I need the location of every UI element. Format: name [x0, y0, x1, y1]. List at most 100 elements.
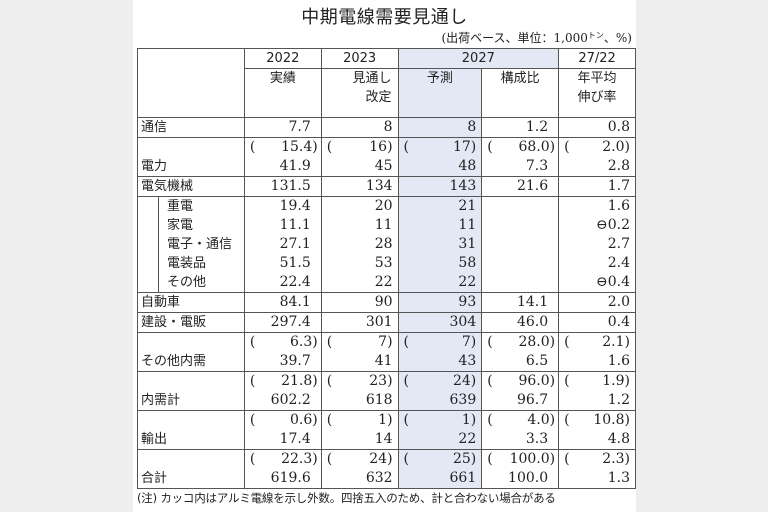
unit-suffix: 、%) — [603, 31, 632, 45]
indent-line — [158, 273, 159, 292]
header-year-27-22: 27/22 — [558, 48, 636, 69]
cell-rate: 0.8 — [558, 117, 636, 138]
cell-2022: 7.7 — [243, 117, 322, 138]
cell-rate: ⊖0.2 — [558, 216, 636, 235]
indent-line — [158, 197, 159, 216]
cell-rate: (10.8) 4.8 — [558, 410, 636, 450]
row-label: 合計 — [137, 449, 245, 489]
header-revised-outlook: 見通し 改定 — [320, 68, 399, 118]
table-row: 内需計 (21.8) 602.2 (23) 618 (24) 639 (96.0) 96… — [137, 371, 636, 411]
cell-2023: 28 — [320, 235, 399, 254]
cell-share — [481, 216, 560, 235]
table-row: 通信 7.7 8 8 1.2 0.8 — [137, 117, 636, 138]
demand-forecast-table: 2022 2023 2027 27/22 実績 見通し 改定 予測 構成比 年平均… — [137, 48, 636, 489]
cell-2022: 19.4 — [243, 196, 322, 216]
cell-rate: ⊖0.4 — [558, 273, 636, 293]
table-row-subitem: 電装品 51.5 53 58 2.4 — [137, 254, 636, 273]
cell-forecast: 58 — [397, 254, 483, 273]
cell-rate: (2.3) 1.3 — [558, 449, 636, 489]
cell-2022: 51.5 — [243, 254, 322, 273]
row-label: 電気機械 — [137, 176, 245, 197]
cell-2023: 11 — [320, 216, 399, 235]
cell-forecast: (25) 661 — [397, 449, 483, 489]
cell-forecast: (7) 43 — [397, 332, 483, 372]
cell-share: (28.0) 6.5 — [481, 332, 560, 372]
header-year-row: 2022 2023 2027 27/22 — [137, 48, 636, 118]
cell-2023: 20 — [320, 196, 399, 216]
cell-forecast: 22 — [397, 273, 483, 293]
table-row-subitem: 重電 19.4 20 21 1.6 — [137, 196, 636, 216]
header-annual-growth: 年平均 伸び率 — [558, 68, 636, 118]
cell-2022: 27.1 — [243, 235, 322, 254]
cell-2023: 134 — [320, 176, 399, 197]
cell-2022: (6.3) 39.7 — [243, 332, 322, 372]
unit-ton: トン — [587, 31, 604, 40]
table-row: 自動車 84.1 90 93 14.1 2.0 — [137, 292, 636, 313]
cell-2022: 84.1 — [243, 292, 322, 313]
row-label: 家電 — [137, 216, 245, 235]
row-label: 輸出 — [137, 410, 245, 450]
cell-share — [481, 273, 560, 293]
table-row: 電力 (15.4) 41.9 (16) 45 (17) 48 (68.0) 7.3 (2… — [137, 137, 636, 177]
footnote: (注) カッコ内はアルミ電線を示し外数。四捨五入のため、計と合わない場合がある — [137, 491, 556, 505]
cell-rate: 2.7 — [558, 235, 636, 254]
cell-share: 46.0 — [481, 312, 560, 333]
table-unit-note: (出荷ベース、単位：1,000トン、%) — [441, 29, 632, 46]
cell-rate: 2.4 — [558, 254, 636, 273]
cell-forecast: 21 — [397, 196, 483, 216]
cell-2023: (16) 45 — [320, 137, 399, 177]
table-title: 中期電線需要見通し — [301, 7, 468, 28]
cell-rate: 1.7 — [558, 176, 636, 197]
cell-share: (96.0) 96.7 — [481, 371, 560, 411]
cell-2022: 11.1 — [243, 216, 322, 235]
row-label: 通信 — [137, 117, 245, 138]
cell-rate: 2.0 — [558, 292, 636, 313]
cell-2022: 22.4 — [243, 273, 322, 293]
cell-forecast: 31 — [397, 235, 483, 254]
cell-2022: (22.3) 619.6 — [243, 449, 322, 489]
cell-2023: (24) 632 — [320, 449, 399, 489]
header-forecast: 予測 — [397, 68, 483, 118]
table-row-total: 合計 (22.3) 619.6 (24) 632 (25) 661 (100.0) 10… — [137, 449, 636, 489]
cell-2022: 297.4 — [243, 312, 322, 333]
row-label: 電力 — [137, 137, 245, 177]
table-row: 建設・電販 297.4 301 304 46.0 0.4 — [137, 312, 636, 333]
header-actual: 実績 — [243, 68, 322, 118]
cell-rate: (1.9) 1.2 — [558, 371, 636, 411]
cell-forecast: 8 — [397, 117, 483, 138]
cell-2023: 53 — [320, 254, 399, 273]
indent-line — [158, 235, 159, 254]
cell-forecast: (1) 22 — [397, 410, 483, 450]
cell-2023: 301 — [320, 312, 399, 333]
header-composition: 構成比 — [481, 68, 560, 118]
cell-share: (68.0) 7.3 — [481, 137, 560, 177]
cell-share — [481, 235, 560, 254]
cell-2022: 131.5 — [243, 176, 322, 197]
row-label: その他 — [137, 273, 245, 293]
cell-forecast: (24) 639 — [397, 371, 483, 411]
row-label: 電装品 — [137, 254, 245, 273]
cell-forecast: 11 — [397, 216, 483, 235]
cell-share: (4.0) 3.3 — [481, 410, 560, 450]
cell-forecast: 143 — [397, 176, 483, 197]
cell-share: 1.2 — [481, 117, 560, 138]
cell-2022: (21.8) 602.2 — [243, 371, 322, 411]
cell-2023: 90 — [320, 292, 399, 313]
row-label: 電子・通信 — [137, 235, 245, 254]
cell-share: 21.6 — [481, 176, 560, 197]
header-corner — [137, 48, 245, 118]
indent-line — [158, 216, 159, 235]
row-label: 内需計 — [137, 371, 245, 411]
table-row: その他内需 (6.3) 39.7 (7) 41 (7) 43 (28.0) 6.5 (2… — [137, 332, 636, 372]
row-label: 重電 — [137, 196, 245, 216]
cell-rate: (2.1) 1.6 — [558, 332, 636, 372]
indent-line — [158, 254, 159, 273]
cell-2022: (0.6) 17.4 — [243, 410, 322, 450]
header-sub-row: 実績 見通し 改定 予測 構成比 年平均 伸び率 — [138, 68, 636, 118]
cell-2023: 8 — [320, 117, 399, 138]
article-page: 中期電線需要見通し (出荷ベース、単位：1,000トン、%) 2022 2023… — [133, 0, 636, 512]
cell-forecast: 93 — [397, 292, 483, 313]
cell-share: (100.0) 100.0 — [481, 449, 560, 489]
cell-2022: (15.4) 41.9 — [243, 137, 322, 177]
row-label: 自動車 — [137, 292, 245, 313]
